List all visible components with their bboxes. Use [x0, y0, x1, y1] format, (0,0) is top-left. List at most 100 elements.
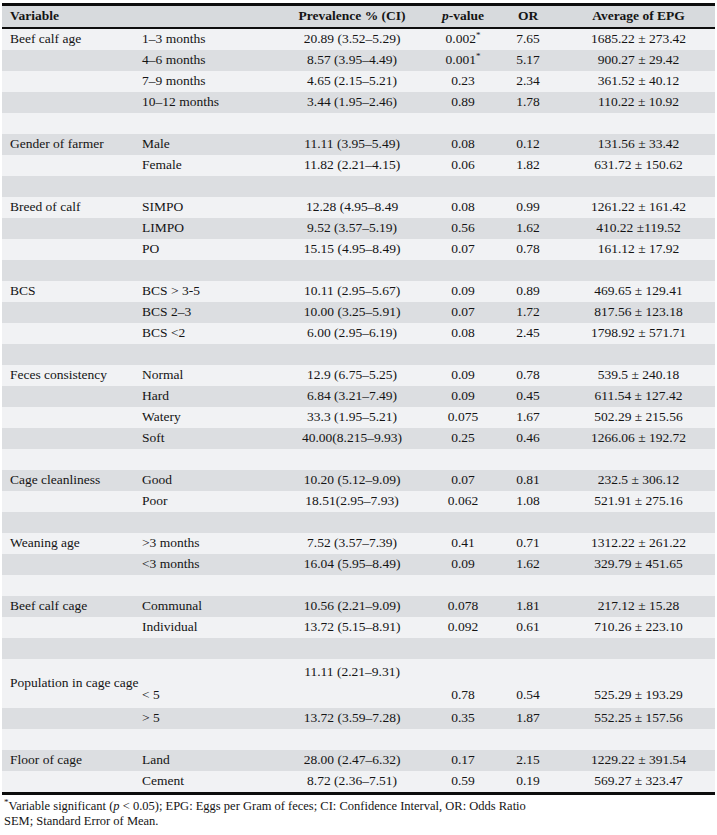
cell-pvalue: 0.56: [432, 218, 494, 239]
cell-or: 2.45: [494, 323, 562, 344]
cell-variable: [2, 428, 142, 449]
cell-or: 5.17: [494, 50, 562, 71]
cell-epg: 502.29 ± 215.56: [562, 407, 715, 428]
cell-pvalue: 0.062: [432, 491, 494, 512]
cell-prevalence: 40.00(8.215–9.93): [272, 428, 432, 449]
cell-prevalence: 11.11 (2.21–9.31): [272, 659, 432, 708]
cell-or: 2.34: [494, 71, 562, 92]
cell-category: 1–3 months: [142, 28, 272, 50]
table-row: 7–9 months4.65 (2.15–5.21)0.232.34361.52…: [2, 71, 715, 92]
cell-epg: 1266.06 ± 192.72: [562, 428, 715, 449]
cell-category: Land: [142, 750, 272, 771]
col-header-variable: Variable: [2, 5, 272, 29]
table-row: Female11.82 (2.21–4.15)0.061.82631.72 ± …: [2, 155, 715, 176]
table-row: > 513.72 (3.59–7.28)0.351.87552.25 ± 157…: [2, 708, 715, 729]
cell-epg: 900.27 ± 29.42: [562, 50, 715, 71]
table-row: BCS 2–310.00 (3.25–5.91)0.071.72817.56 ±…: [2, 302, 715, 323]
cell-pvalue: 0.41: [432, 533, 494, 554]
cell-pvalue: 0.23: [432, 71, 494, 92]
pvalue-italic-p: p: [442, 8, 449, 23]
spacer-row: [2, 113, 715, 134]
cell-or: 0.78: [494, 239, 562, 260]
cell-epg: 329.79 ± 451.65: [562, 554, 715, 575]
cell-epg: 525.29 ± 193.29: [562, 659, 715, 708]
cell-or: 0.81: [494, 470, 562, 491]
cell-prevalence: 12.28 (4.95–8.49: [272, 197, 432, 218]
cell-variable: [2, 386, 142, 407]
table-row: BCS <26.00 (2.95–6.19)0.082.451798.92 ± …: [2, 323, 715, 344]
cell-category: Communal: [142, 596, 272, 617]
cell-variable: [2, 554, 142, 575]
cell-variable: [2, 323, 142, 344]
cell-or: 0.61: [494, 617, 562, 638]
cell-category: Watery: [142, 407, 272, 428]
table-row: Population in cage cage< 511.11 (2.21–9.…: [2, 659, 715, 708]
cell-prevalence: 10.11 (2.95–5.67): [272, 281, 432, 302]
footnote-line-1: *Variable significant (p < 0.05); EPG: E…: [4, 799, 715, 814]
cell-category: > 5: [142, 708, 272, 729]
cell-variable: [2, 617, 142, 638]
table-row: Beef calf age1–3 months20.89 (3.52–5.29)…: [2, 28, 715, 50]
cell-epg: 469.65 ± 129.41: [562, 281, 715, 302]
cell-epg: 611.54 ± 127.42: [562, 386, 715, 407]
cell-prevalence: 13.72 (5.15–8.91): [272, 617, 432, 638]
cell-or: 1.81: [494, 596, 562, 617]
col-header-or: OR: [494, 5, 562, 29]
cell-epg: 1229.22 ± 391.54: [562, 750, 715, 771]
cell-epg: 539.5 ± 240.18: [562, 365, 715, 386]
significance-asterisk: *: [476, 51, 481, 61]
cell-pvalue: 0.35: [432, 708, 494, 729]
cell-epg: 1261.22 ± 161.42: [562, 197, 715, 218]
cell-prevalence: 10.20 (5.12–9.09): [272, 470, 432, 491]
cell-pvalue: 0.08: [432, 323, 494, 344]
cell-pvalue: 0.002*: [432, 28, 494, 50]
cell-prevalence: 33.3 (1.95–5.21): [272, 407, 432, 428]
cell-variable: [2, 491, 142, 512]
cell-category: Soft: [142, 428, 272, 449]
spacer-cell: [2, 344, 715, 365]
results-table: Variable Prevalence % (CI) p-value OR Av…: [2, 3, 715, 795]
cell-category: SIMPO: [142, 197, 272, 218]
cell-variable: [2, 407, 142, 428]
cell-pvalue: 0.07: [432, 239, 494, 260]
cell-pvalue: 0.09: [432, 386, 494, 407]
cell-prevalence: 8.57 (3.95–4.49): [272, 50, 432, 71]
cell-epg: 817.56 ± 123.18: [562, 302, 715, 323]
cell-variable: [2, 239, 142, 260]
cell-variable: Weaning age: [2, 533, 142, 554]
cell-epg: 569.27 ± 323.47: [562, 771, 715, 794]
spacer-cell: [2, 729, 715, 750]
cell-category: PO: [142, 239, 272, 260]
cell-prevalence: 13.72 (3.59–7.28): [272, 708, 432, 729]
table-row: Weaning age>3 months7.52 (3.57–7.39)0.41…: [2, 533, 715, 554]
cell-or: 2.15: [494, 750, 562, 771]
cell-epg: 1685.22 ± 273.42: [562, 28, 715, 50]
cell-prevalence: 12.9 (6.75–5.25): [272, 365, 432, 386]
cell-or: 0.54: [494, 659, 562, 708]
spacer-row: [2, 512, 715, 533]
cell-prevalence: 9.52 (3.57–5.19): [272, 218, 432, 239]
cell-pvalue: 0.89: [432, 92, 494, 113]
cell-category: 4–6 months: [142, 50, 272, 71]
cell-or: 7.65: [494, 28, 562, 50]
spacer-row: [2, 176, 715, 197]
cell-pvalue: 0.001*: [432, 50, 494, 71]
col-header-epg: Average of EPG: [562, 5, 715, 29]
table-row: Beef calf cageCommunal10.56 (2.21–9.09)0…: [2, 596, 715, 617]
cell-or: 1.62: [494, 554, 562, 575]
pvalue-label-rest: -value: [449, 8, 484, 23]
spacer-row: [2, 344, 715, 365]
cell-variable: BCS: [2, 281, 142, 302]
cell-or: 1.67: [494, 407, 562, 428]
cell-prevalence: 8.72 (2.36–7.51): [272, 771, 432, 794]
cell-category: BCS <2: [142, 323, 272, 344]
cell-epg: 1312.22 ± 261.22: [562, 533, 715, 554]
cell-or: 1.82: [494, 155, 562, 176]
cell-prevalence: 7.52 (3.57–7.39): [272, 533, 432, 554]
cell-pvalue: 0.59: [432, 771, 494, 794]
cell-pvalue: 0.09: [432, 554, 494, 575]
table-row: Cement8.72 (2.36–7.51)0.590.19569.27 ± 3…: [2, 771, 715, 794]
cell-pvalue: 0.17: [432, 750, 494, 771]
table-row: Individual13.72 (5.15–8.91)0.0920.61710.…: [2, 617, 715, 638]
cell-variable: [2, 771, 142, 794]
